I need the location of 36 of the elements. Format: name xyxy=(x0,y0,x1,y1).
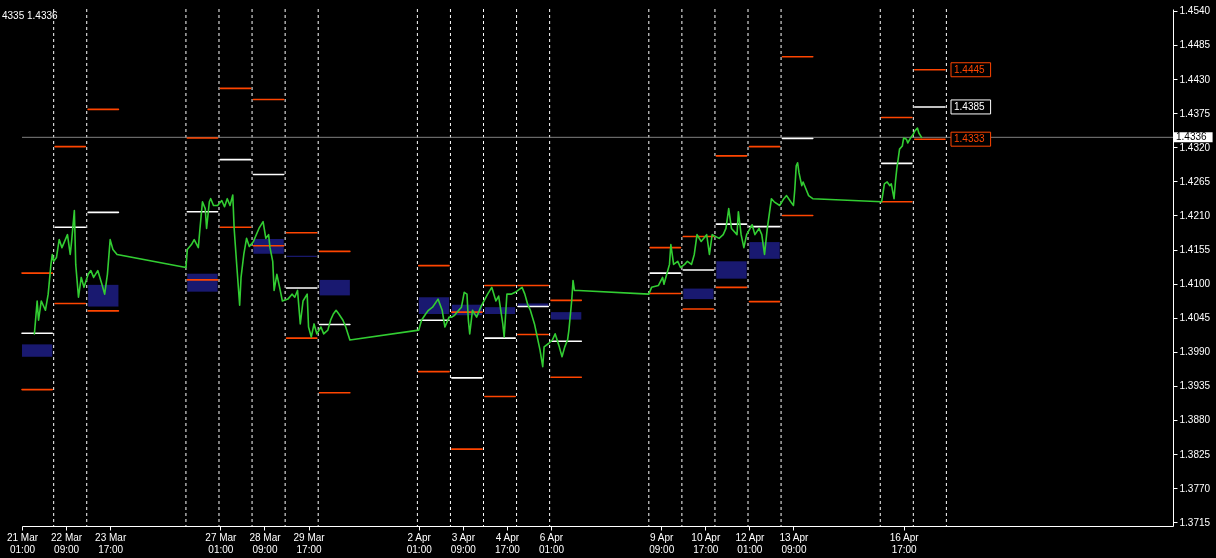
x-tick-label: 9 Apr 09:00 xyxy=(649,531,675,555)
x-tick-label: 23 Mar 17:00 xyxy=(95,531,127,555)
y-tick-label: 1.3880 xyxy=(1179,414,1211,426)
x-tick-label: 13 Apr 09:00 xyxy=(779,531,810,555)
x-tick-label: 3 Apr 09:00 xyxy=(450,531,477,555)
x-tick-label: 21 Mar 01:00 xyxy=(6,531,39,555)
y-tick-label: 1.4430 xyxy=(1179,73,1211,85)
y-tick-label: 1.3715 xyxy=(1179,516,1211,528)
y-tick-label: 1.3770 xyxy=(1179,482,1211,494)
x-tick-label: 28 Mar 09:00 xyxy=(249,531,282,555)
y-tick-label: 1.4045 xyxy=(1179,312,1211,324)
y-tick-label: 1.4540 xyxy=(1179,5,1211,17)
annotation: 1.4445 xyxy=(954,63,986,75)
x-tick-label: 22 Mar 09:00 xyxy=(51,531,83,555)
x-tick-label: 6 Apr 01:00 xyxy=(538,531,565,555)
x-tick-label: 16 Apr 17:00 xyxy=(889,531,920,555)
y-tick-label: 1.4100 xyxy=(1179,278,1211,290)
y-tick-label: 1.4265 xyxy=(1179,175,1211,187)
annotation: 4335 1.4336 xyxy=(2,10,59,21)
annotation: 1.4385 xyxy=(954,100,986,112)
x-tick-label: 4 Apr 17:00 xyxy=(494,531,521,555)
y-tick-label: 1.3825 xyxy=(1179,448,1211,460)
x-tick-label: 29 Mar 17:00 xyxy=(293,531,326,555)
ref-line-label: 1.4336 xyxy=(1176,131,1208,143)
y-tick-label: 1.4155 xyxy=(1179,244,1211,256)
x-tick-label: 10 Apr 17:00 xyxy=(691,531,721,555)
annotation: 1.4333 xyxy=(954,133,986,145)
y-tick-label: 1.4210 xyxy=(1179,209,1211,221)
y-tick-label: 1.4320 xyxy=(1179,141,1211,153)
y-tick-label: 1.3990 xyxy=(1179,346,1211,358)
x-tick-label: 12 Apr 01:00 xyxy=(735,531,765,555)
y-tick-label: 1.3935 xyxy=(1179,380,1211,392)
x-tick-label: 2 Apr 01:00 xyxy=(406,531,433,555)
x-tick-label: 27 Mar 01:00 xyxy=(205,531,238,555)
y-tick-label: 1.4485 xyxy=(1179,39,1211,51)
y-tick-label: 1.4375 xyxy=(1179,107,1211,119)
